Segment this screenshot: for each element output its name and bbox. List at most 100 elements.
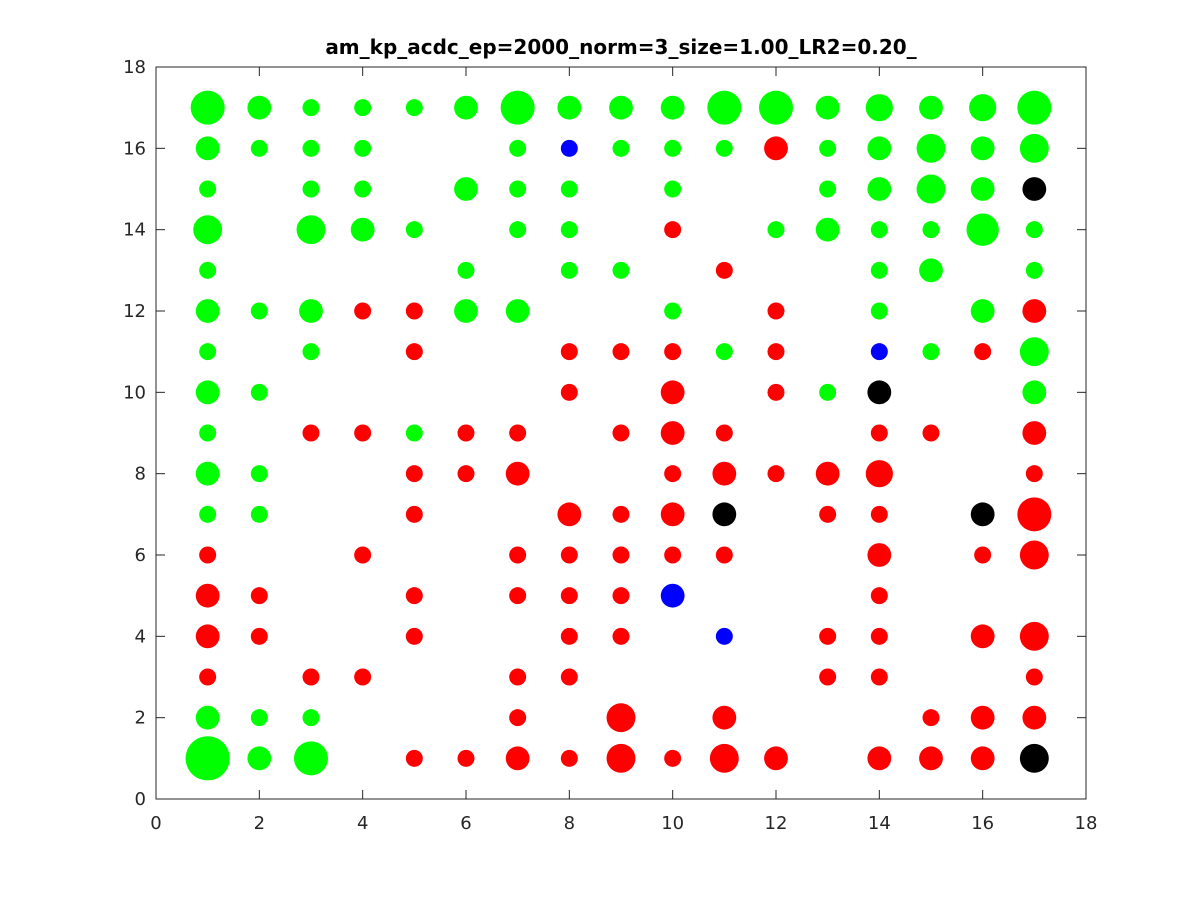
- y-tick-label: 4: [135, 626, 146, 647]
- y-tick-label: 2: [135, 708, 146, 729]
- x-tick-label: 16: [971, 813, 994, 834]
- scatter-point: [193, 215, 223, 245]
- scatter-point: [815, 217, 840, 242]
- scatter-point: [509, 709, 527, 727]
- scatter-point: [500, 90, 535, 125]
- scatter-point: [819, 505, 837, 523]
- scatter-point: [294, 741, 328, 776]
- scatter-point: [509, 587, 527, 605]
- scatter-point: [606, 743, 636, 773]
- scatter-point: [354, 302, 372, 320]
- scatter-point: [970, 136, 995, 161]
- scatter-point: [870, 302, 888, 320]
- scatter-point: [612, 627, 630, 645]
- scatter-point: [405, 465, 423, 483]
- scatter-point: [664, 546, 682, 564]
- scatter-point: [715, 546, 733, 564]
- scatter-point: [354, 668, 372, 686]
- scatter-point: [970, 502, 995, 527]
- scatter-point: [195, 136, 220, 161]
- scatter-point: [195, 583, 220, 608]
- y-tick-label: 18: [123, 57, 146, 78]
- scatter-point: [457, 424, 475, 442]
- scatter-point: [819, 668, 837, 686]
- scatter-point: [660, 95, 685, 120]
- scatter-point: [405, 505, 423, 523]
- scatter-point: [660, 583, 685, 608]
- scatter-point: [815, 461, 840, 486]
- scatter-point: [865, 460, 893, 488]
- scatter-point: [970, 299, 995, 323]
- chart-title: am_kp_acdc_ep=2000_norm=3_size=1.00_LR2=…: [325, 35, 916, 59]
- scatter-point: [405, 302, 423, 320]
- scatter-point: [767, 302, 785, 320]
- scatter-point: [195, 299, 220, 323]
- scatter-point: [505, 461, 530, 486]
- scatter-point: [865, 94, 893, 122]
- scatter-point: [867, 746, 892, 771]
- scatter-point: [199, 668, 217, 686]
- x-tick-label: 4: [357, 813, 368, 834]
- scatter-point: [664, 221, 682, 239]
- x-tick-label: 6: [460, 813, 471, 834]
- x-tick-label: 14: [868, 813, 891, 834]
- scatter-point: [1025, 668, 1043, 686]
- scatter-point: [819, 139, 837, 157]
- scatter-point: [454, 95, 478, 120]
- y-tick-label: 10: [123, 382, 146, 403]
- scatter-point: [195, 705, 220, 730]
- scatter-point: [1025, 261, 1043, 279]
- scatter-point: [560, 139, 578, 157]
- scatter-point: [1022, 380, 1047, 405]
- y-tick-label: 0: [135, 789, 146, 810]
- scatter-point: [405, 221, 423, 239]
- scatter-point: [560, 627, 578, 645]
- scatter-point: [195, 380, 220, 405]
- scatter-point: [819, 180, 837, 198]
- scatter-point: [509, 180, 527, 198]
- scatter-point: [664, 139, 682, 157]
- scatter-point: [302, 424, 320, 442]
- scatter-point: [664, 749, 682, 767]
- scatter-point: [870, 221, 888, 239]
- scatter-point: [974, 343, 992, 361]
- scatter-point: [199, 546, 217, 564]
- scatter-point: [1022, 705, 1047, 730]
- scatter-point: [354, 180, 372, 198]
- scatter-point: [922, 221, 940, 239]
- scatter-point: [712, 705, 737, 730]
- scatter-point: [560, 546, 578, 564]
- scatter-point: [612, 587, 630, 605]
- scatter-point: [870, 587, 888, 605]
- scatter-point: [612, 505, 630, 523]
- scatter-point: [664, 180, 682, 198]
- scatter-point: [250, 139, 268, 157]
- scatter-point: [612, 424, 630, 442]
- scatter-point: [454, 299, 478, 323]
- scatter-point: [867, 380, 892, 405]
- scatter-point: [299, 299, 323, 323]
- scatter-point: [457, 465, 475, 483]
- scatter-point: [354, 139, 372, 157]
- scatter-point: [560, 749, 578, 767]
- scatter-point: [302, 180, 320, 198]
- scatter-point: [509, 546, 527, 564]
- scatter-point: [870, 505, 888, 523]
- scatter-point: [970, 746, 995, 771]
- scatter-point: [919, 258, 943, 283]
- scatter-point: [250, 465, 268, 483]
- scatter-point: [764, 746, 788, 771]
- y-tick-label: 8: [135, 464, 146, 485]
- scatter-point: [660, 380, 685, 405]
- scatter-point: [250, 627, 268, 645]
- scatter-point: [867, 177, 892, 201]
- scatter-point: [660, 421, 685, 445]
- scatter-point: [560, 261, 578, 279]
- x-axis: 0 2 4 6 8 10 12 14 16 18: [150, 67, 1097, 834]
- scatter-point: [974, 546, 992, 564]
- scatter-point: [767, 221, 785, 239]
- scatter-point: [767, 343, 785, 361]
- scatter-point: [457, 261, 475, 279]
- scatter-point: [195, 624, 220, 649]
- scatter-point: [715, 424, 733, 442]
